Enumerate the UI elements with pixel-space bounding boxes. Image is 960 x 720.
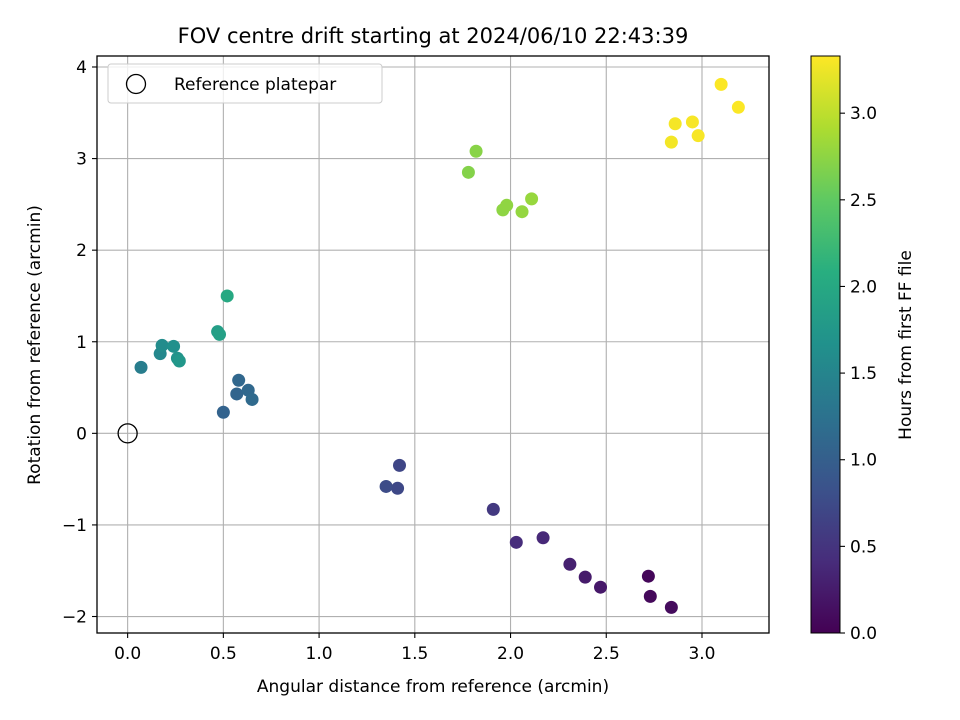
data-point	[391, 481, 405, 495]
data-point	[664, 135, 678, 149]
y-axis-label: Rotation from reference (arcmin)	[25, 205, 45, 485]
data-point	[509, 535, 523, 549]
data-point	[216, 405, 230, 419]
data-point	[643, 589, 657, 603]
data-point	[220, 289, 234, 303]
reference-marker-layer	[117, 423, 138, 444]
scatter-points	[134, 77, 745, 614]
plot-frame	[96, 55, 770, 634]
x-axis-ticks: 0.0 0.5 1.0 1.5 2.0 2.5 3.0	[114, 633, 716, 664]
data-point	[167, 339, 181, 353]
colorbar-ticks: 0.0 0.5 1.0 1.5 2.0 2.5 3.0	[840, 104, 877, 644]
data-point	[500, 198, 514, 212]
data-point	[461, 165, 475, 179]
data-point	[536, 531, 550, 545]
colorbar-tick-label: 2.5	[850, 191, 877, 211]
chart-title: FOV centre drift starting at 2024/06/10 …	[178, 24, 689, 48]
legend-marker-reference	[125, 73, 147, 95]
colorbar-label: Hours from first FF file	[896, 250, 916, 440]
y-tick-label: −1	[62, 516, 87, 536]
data-point	[714, 77, 728, 91]
colorbar-tick-label: 2.0	[850, 277, 877, 297]
data-point	[155, 338, 169, 352]
data-point	[515, 205, 529, 219]
data-point	[641, 569, 655, 583]
x-tick-label: 0.0	[114, 644, 141, 664]
colorbar-tick-label: 1.0	[850, 451, 877, 471]
x-tick-label: 1.0	[306, 644, 333, 664]
colorbar-tick-label: 3.0	[850, 104, 877, 124]
data-point	[594, 580, 608, 594]
data-point	[134, 360, 148, 374]
x-tick-label: 0.5	[210, 644, 237, 664]
grid-lines	[97, 56, 769, 633]
data-point	[578, 570, 592, 584]
y-tick-label: −2	[62, 608, 87, 628]
colorbar	[810, 55, 841, 634]
reference-marker	[117, 423, 138, 444]
x-axis-label: Angular distance from reference (arcmin)	[257, 677, 609, 697]
data-point	[232, 373, 246, 387]
data-point	[563, 557, 577, 571]
data-point	[379, 479, 393, 493]
data-point	[245, 392, 259, 406]
data-point	[213, 327, 227, 341]
data-point	[172, 354, 186, 368]
data-point	[469, 144, 483, 158]
y-tick-label: 3	[76, 150, 87, 170]
data-point	[486, 502, 500, 516]
y-tick-label: 2	[76, 241, 87, 261]
y-tick-label: 4	[76, 58, 87, 78]
x-tick-label: 2.0	[497, 644, 524, 664]
data-point	[668, 117, 682, 131]
data-point	[664, 600, 678, 614]
y-tick-label: 0	[76, 424, 87, 444]
x-tick-label: 3.0	[688, 644, 715, 664]
legend-entry-reference: Reference platepar	[174, 75, 336, 95]
colorbar-tick-label: 1.5	[850, 364, 877, 384]
data-point	[731, 100, 745, 114]
data-point	[525, 192, 539, 206]
y-tick-label: 1	[76, 333, 87, 353]
colorbar-tick-label: 0.5	[850, 537, 877, 557]
y-axis-ticks: −2 −1 0 1 2 3 4	[62, 58, 97, 628]
data-point	[392, 458, 406, 472]
legend: Reference platepar	[107, 63, 383, 104]
data-point	[685, 115, 699, 129]
x-tick-label: 2.5	[593, 644, 620, 664]
data-point	[691, 129, 705, 143]
legend-box	[107, 63, 383, 104]
x-tick-label: 1.5	[401, 644, 428, 664]
data-point	[230, 387, 244, 401]
colorbar-tick-label: 0.0	[850, 624, 877, 644]
